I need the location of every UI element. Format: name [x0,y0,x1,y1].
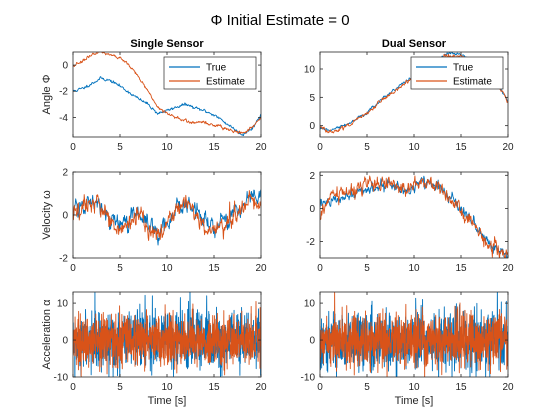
y-tick-label: 0 [309,204,315,215]
x-tick-label: 10 [408,263,420,274]
x-tick-label: 15 [455,263,467,274]
x-tick-label: 10 [408,142,420,153]
figure-title: Φ Initial Estimate = 0 [210,12,349,29]
y-tick-label: 10 [57,299,69,310]
legend-label-true: True [453,63,474,74]
x-tick-label: 20 [502,382,514,393]
series-group [73,189,261,246]
legend-label-true: True [206,63,227,74]
x-tick-label: 10 [408,382,420,393]
x-tick-label: 10 [161,142,173,153]
x-tick-label: 15 [455,142,467,153]
y-tick-label: 2 [62,168,68,179]
x-tick-label: 0 [70,142,76,153]
x-tick-label: 20 [255,382,267,393]
y-tick-label: 0 [62,211,68,222]
y-tick-label: -10 [301,373,316,384]
subplot-single-angle: 0 5 10 15 20 0 -2 -4 Single Sensor Angle Φ True Est… [41,38,267,153]
y-tick-label: 10 [304,299,316,310]
x-axis-label: Time [s] [395,395,434,407]
y-tick-label: -2 [59,254,68,265]
subplot-dual-angle: 0 5 10 15 20 0 5 10 Dual Sensor True Estimate [304,38,514,153]
x-tick-label: 15 [208,382,220,393]
x-tick-label: 5 [117,142,123,153]
legend: True Estimate [163,56,257,90]
series-line-estimate [73,300,261,377]
series-line-estimate [320,175,508,258]
legend-box [163,56,257,90]
y-axis-label: Velocity ω [41,190,53,240]
x-tick-label: 20 [255,263,267,274]
series-line-estimate [73,190,261,241]
x-tick-label: 0 [317,263,323,274]
y-tick-label: -10 [54,373,69,384]
y-tick-label: 0 [309,336,315,347]
y-tick-label: -4 [59,113,68,124]
x-axis-label: Time [s] [148,395,187,407]
legend-box [410,56,504,90]
y-axis-label: Angle Φ [41,74,53,114]
series-group [73,52,261,137]
x-tick-label: 15 [208,263,220,274]
y-tick-label: 5 [309,93,315,104]
x-tick-label: 0 [70,263,76,274]
x-tick-label: 5 [364,142,370,153]
y-tick-label: -2 [306,237,315,248]
y-tick-label: 0 [62,336,68,347]
x-tick-label: 5 [364,263,370,274]
x-tick-label: 0 [70,382,76,393]
x-tick-label: 20 [502,142,514,153]
series-group [73,292,261,377]
series-group [320,292,508,377]
series-line-true [73,76,261,137]
series-line-estimate [73,52,261,134]
series-group [320,175,508,258]
x-tick-label: 15 [455,382,467,393]
x-tick-label: 0 [317,142,323,153]
y-tick-label: -2 [59,87,68,98]
subplot-title: Single Sensor [130,38,204,50]
y-tick-label: 0 [309,121,315,132]
y-axis-label: Acceleration α [41,299,53,370]
series-line-estimate [320,292,508,377]
x-tick-label: 0 [317,382,323,393]
x-tick-label: 10 [161,263,173,274]
legend-label-estimate: Estimate [453,77,492,88]
x-tick-label: 5 [364,382,370,393]
plot-area [320,172,508,258]
legend: True Estimate [410,56,504,90]
x-tick-label: 20 [502,263,514,274]
y-tick-label: 0 [62,61,68,72]
x-tick-label: 20 [255,142,267,153]
x-tick-label: 10 [161,382,173,393]
legend-label-estimate: Estimate [206,77,245,88]
subplot-title: Dual Sensor [382,38,447,50]
y-tick-label: 10 [304,65,316,76]
x-tick-label: 5 [117,382,123,393]
x-tick-label: 15 [208,142,220,153]
y-tick-label: 2 [309,171,315,182]
x-tick-label: 5 [117,263,123,274]
